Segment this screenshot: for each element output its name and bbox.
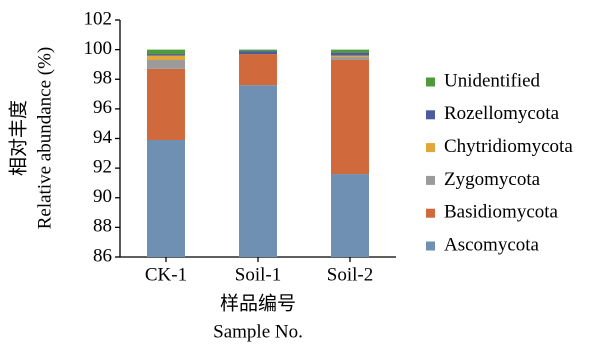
bar-segment [147,49,185,55]
x-tick-label: Soil-1 [235,264,281,285]
x-tick-label: CK-1 [145,264,187,285]
y-axis-label: Relative abundance (%) [34,47,55,230]
legend-label: Basidiomycota [444,202,559,223]
legend-swatch [426,110,435,120]
x-axis-label-cn: 样品编号 [220,292,296,314]
legend-label: Chytridiomycota [444,136,573,157]
x-tick-label: Soil-2 [327,264,373,285]
y-tick-label: 100 [84,38,113,59]
y-tick-label: 88 [93,216,112,237]
legend-swatch [426,77,435,87]
legend-swatch [426,143,435,153]
legend-label: Unidentified [444,70,541,91]
x-axis-label: Sample No. [213,321,303,342]
legend-label: Rozellomycota [444,103,560,124]
y-tick-label: 98 [93,68,112,89]
y-tick-label: 102 [84,8,113,29]
bar-segment [239,51,277,55]
bar-segment [331,59,369,175]
legend-swatch [426,175,435,185]
bar-segment [147,139,185,257]
legend-swatch [426,241,435,251]
bar-segment [147,68,185,140]
y-axis-label-cn: 相对丰度 [7,100,29,176]
bar-segment [239,54,277,86]
legend-label: Zygomycota [444,169,541,190]
y-tick-label: 86 [93,245,112,266]
bar-segment [239,49,277,52]
bar-segment [331,49,369,53]
bar-segment [331,52,369,56]
bar-segment [331,55,369,58]
y-tick-label: 94 [93,127,113,148]
bar-segment [239,85,277,257]
y-tick-label: 96 [93,97,112,118]
bar-segment [147,54,185,56]
y-tick-label: 92 [93,156,112,177]
bar-segment [147,55,185,60]
bar-segment [147,59,185,69]
bar-segment [331,57,369,60]
y-tick-label: 90 [93,186,112,207]
legend-swatch [426,208,435,218]
bar-segment [331,174,369,257]
legend-label: Ascomycota [444,234,540,255]
